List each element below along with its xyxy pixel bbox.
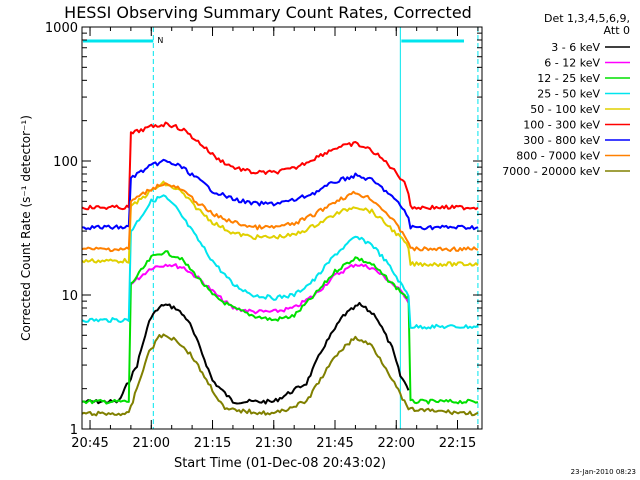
series-line-6 [81,158,479,231]
x-tick-label: 22:15 [439,436,476,451]
y-tick-label: 1 [70,423,78,438]
y-axis: 1 10 100 1000 [45,21,482,438]
x-tick-label: 21:00 [133,436,170,451]
y-tick-label: 10 [61,289,78,304]
legend-label-8: 7000 - 20000 keV [502,165,600,178]
legend-label-7: 800 - 7000 keV [516,150,600,163]
x-tick-label: 21:15 [194,436,231,451]
y-tick-label: 100 [53,155,78,170]
legend-label-5: 100 - 300 keV [523,119,600,132]
legend: Det 1,3,4,5,6,9,Att 0 3 - 6 keV 6 - 12 keV… [502,12,630,178]
series-group [81,121,479,417]
legend-label-0: 3 - 6 keV [551,41,600,54]
legend-label-4: 50 - 100 keV [530,103,600,116]
series-line-3 [81,194,479,330]
legend-label-6: 300 - 800 keV [523,134,600,147]
legend-label-3: 25 - 50 keV [537,88,600,101]
x-axis-label: Start Time (01-Dec-08 20:43:02) [174,456,386,471]
series-line-2 [81,250,479,405]
legend-label-1: 6 - 12 keV [544,57,600,70]
series-line-1 [130,263,410,315]
series-line-7 [81,182,479,253]
legend-label-2: 12 - 25 keV [537,72,600,85]
y-axis-label: Corrected Count Rate (s⁻¹ detector⁻¹) [19,115,33,341]
saa-label: N [157,36,163,45]
x-axis: 20:45 21:00 21:15 21:30 21:45 22:00 22:15 [71,27,479,451]
plot-frame [81,26,483,430]
legend-title-line: Det 1,3,4,5,6,9, [544,12,630,25]
legend-title-line: Att 0 [604,24,630,37]
series-line-4 [81,180,479,268]
series-line-5 [81,121,479,211]
y-tick-label: 1000 [45,21,78,36]
x-tick-label: 21:30 [255,436,292,451]
chart-title: HESSI Observing Summary Count Rates, Cor… [64,3,472,22]
series-line-0 [82,301,410,405]
x-tick-label: 21:45 [316,436,353,451]
footer-timestamp: 23-Jan-2010 08:23 [571,468,636,476]
x-tick-label: 20:45 [71,436,108,451]
series-line-8 [81,333,479,417]
x-tick-label: 22:00 [378,436,415,451]
